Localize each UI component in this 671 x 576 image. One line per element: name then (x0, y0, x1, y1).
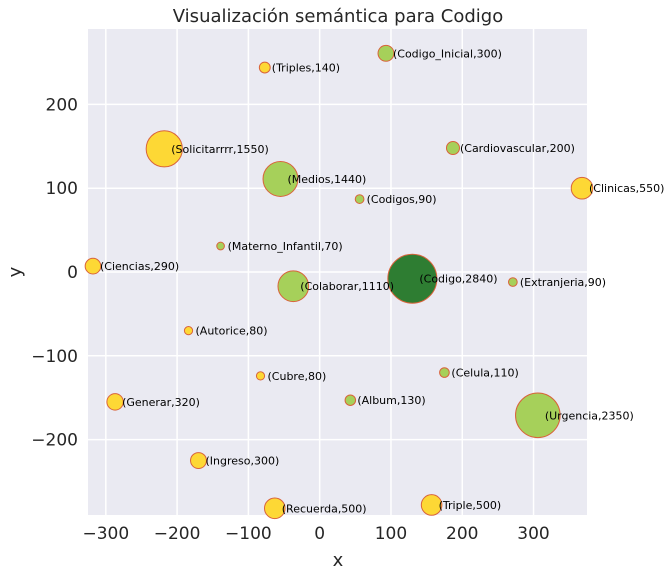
y-axis-label: y (5, 266, 26, 277)
scatter-point (258, 61, 271, 74)
scatter-point (387, 253, 438, 304)
scatter-point (515, 392, 561, 439)
scatter-point (262, 161, 299, 197)
grid-lines (88, 29, 587, 515)
x-tick-label: 0 (314, 524, 325, 544)
x-tick-label: 200 (446, 524, 478, 544)
y-tick-label: 200 (46, 95, 78, 115)
scatter-point (277, 270, 310, 303)
scatter-point (344, 394, 357, 406)
point-label: (Triple,500) (439, 499, 502, 512)
scatter-point (183, 326, 194, 336)
scatter-point (377, 44, 395, 62)
axis-ticks: −300 −200 −100 0 100 200 300 −200 −100 0 100 200 (31, 95, 549, 544)
point-label: (Clinicas,550) (589, 182, 664, 195)
x-tick-label: −200 (154, 524, 201, 544)
scatter-point (354, 194, 365, 204)
scatter-point (420, 494, 443, 516)
point-label: (Ciencias,290) (100, 260, 179, 273)
point-labels: (Codigo_Inicial,300) (Triples,140) (Cardio… (100, 47, 664, 515)
point-label: (Colaborar,1110) (300, 280, 394, 293)
scatter-point (263, 497, 286, 520)
y-tick-label: 100 (46, 179, 78, 199)
point-label: (Codigo,2840) (419, 273, 497, 286)
point-label: (Codigos,90) (367, 193, 437, 206)
point-label: (Codigo_Inicial,300) (393, 47, 502, 60)
scatter-point (255, 371, 266, 381)
point-label: (Medios,1440) (287, 173, 366, 186)
point-label: (Album,130) (357, 394, 425, 407)
point-label: (Cardiovascular,200) (460, 142, 575, 155)
point-label: (Generar,320) (122, 396, 200, 409)
point-label: (Materno_Infantil,70) (228, 240, 343, 253)
scatter-point (216, 241, 225, 251)
scatter-point (439, 367, 450, 378)
scatter-point (84, 257, 102, 275)
point-label: (Solicitarrrr,1550) (171, 143, 269, 156)
scatter-point (145, 130, 183, 168)
scatter-point (570, 176, 594, 200)
scatter-point (190, 452, 207, 470)
point-label: (Celula,110) (451, 367, 518, 380)
x-tick-label: 100 (375, 524, 407, 544)
point-label: (Autorice,80) (196, 325, 268, 338)
scatter-point (445, 140, 460, 155)
y-tick-label: −200 (31, 431, 78, 451)
scatter-point (106, 393, 124, 411)
point-label: (Urgencia,2350) (545, 409, 634, 422)
point-label: (Cubre,80) (268, 370, 327, 383)
point-label: (Ingreso,300) (205, 455, 279, 468)
point-label: (Triples,140) (272, 62, 340, 75)
chart-title: Visualización semántica para Codigo (173, 6, 503, 27)
x-tick-label: −300 (82, 524, 129, 544)
y-tick-label: −100 (31, 347, 78, 367)
x-tick-label: −100 (225, 524, 272, 544)
x-axis-label: x (333, 550, 344, 571)
point-label: (Extranjeria,90) (520, 276, 606, 289)
x-tick-label: 300 (517, 524, 549, 544)
y-tick-label: 0 (67, 263, 78, 283)
scatter-point (507, 277, 518, 287)
scatter-points (84, 44, 594, 520)
point-label: (Recuerda,500) (282, 502, 367, 515)
